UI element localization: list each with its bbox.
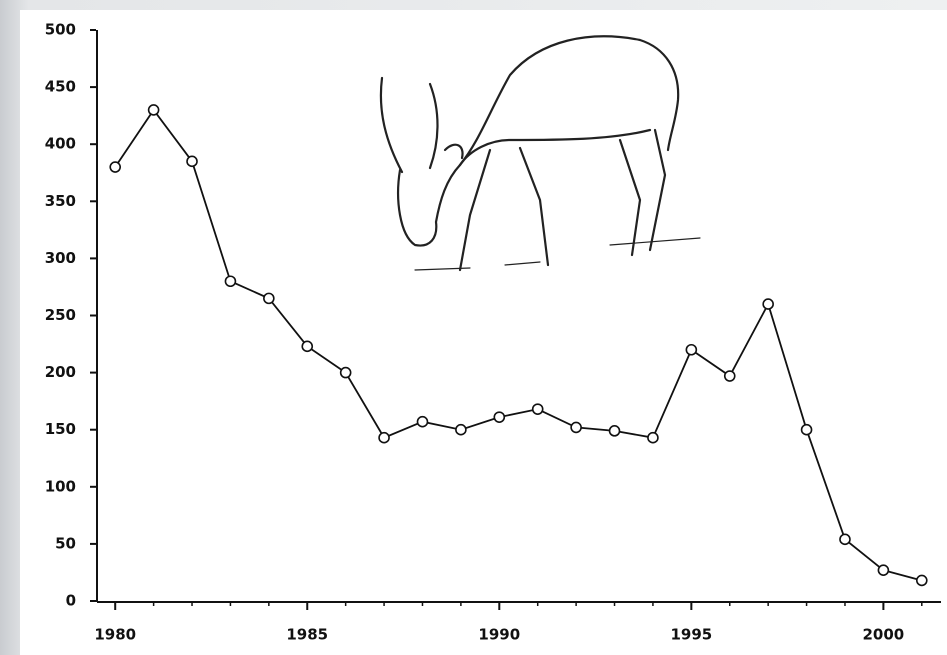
data-point [494,412,504,422]
y-tick-label: 50 [55,534,76,552]
y-tick-label: 100 [45,477,76,495]
y-tick-label: 450 [45,78,76,96]
y-tick-label: 0 [66,592,76,610]
y-tick-label: 300 [45,249,76,267]
y-tick-label: 400 [45,135,76,153]
data-point [341,368,351,378]
y-tick-label: 500 [45,21,76,39]
data-point [187,156,197,166]
x-tick-label: 1985 [286,626,328,644]
data-point [456,425,466,435]
data-point [878,565,888,575]
chart: 0 50 100 150 200 250 300 350 400 450 500 1980 1985 19… [0,0,947,655]
data-point [648,433,658,443]
data-point [225,276,235,286]
data-point [110,162,120,172]
x-tick-label: 2000 [863,626,905,644]
data-point [571,422,581,432]
x-tick-label: 1980 [94,626,136,644]
data-point [763,299,773,309]
y-tick-label: 200 [45,363,76,381]
x-tick-label: 1995 [670,626,712,644]
y-tick-label: 250 [45,306,76,324]
data-point [802,425,812,435]
data-point [917,575,927,585]
chart-background [20,10,947,655]
data-point [149,105,159,115]
data-point [610,426,620,436]
data-point [302,341,312,351]
data-point [417,417,427,427]
page: 0 50 100 150 200 250 300 350 400 450 500 1980 1985 19… [0,0,947,655]
data-point [840,534,850,544]
data-point [379,433,389,443]
data-point [533,404,543,414]
data-point [264,293,274,303]
data-point [686,345,696,355]
y-tick-label: 150 [45,420,76,438]
x-tick-label: 1990 [478,626,520,644]
y-tick-label: 350 [45,192,76,210]
data-point [725,371,735,381]
